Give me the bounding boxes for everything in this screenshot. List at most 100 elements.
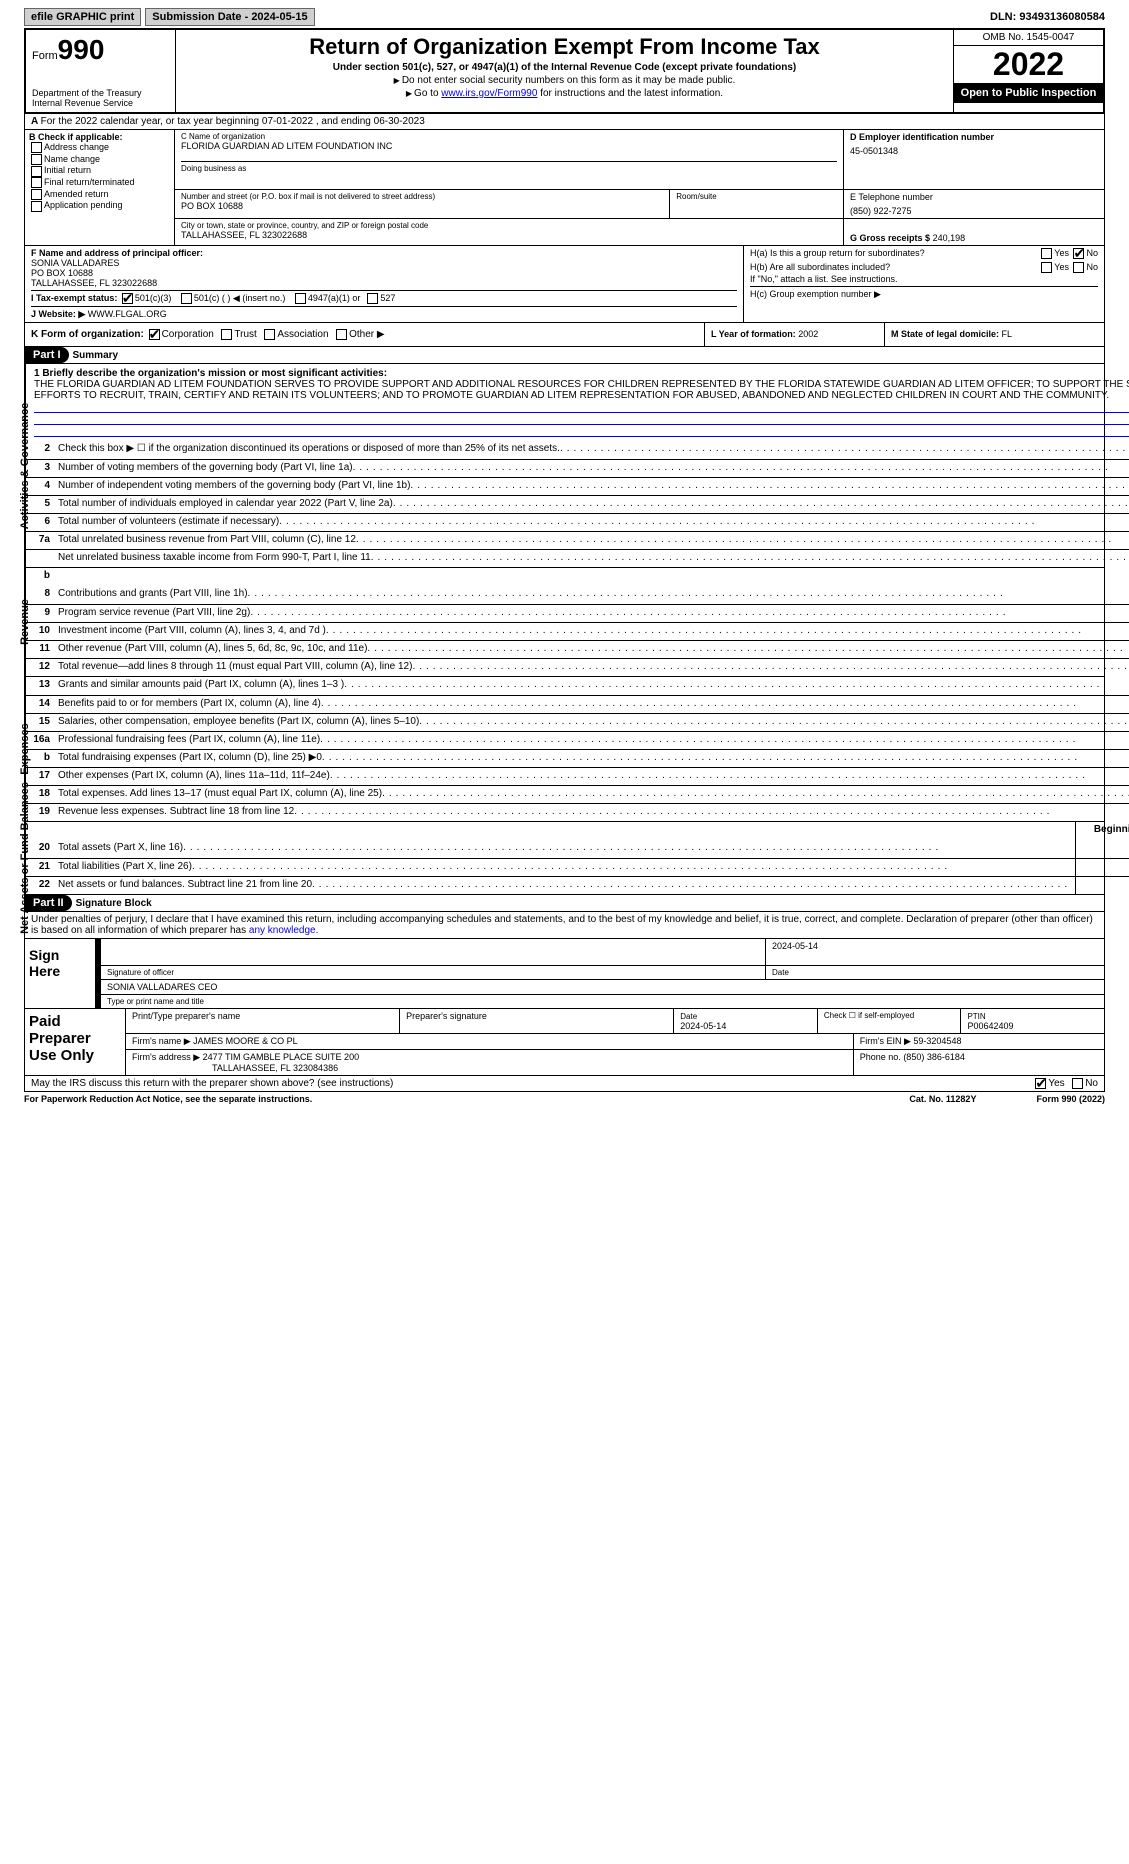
state-domicile: FL — [1002, 329, 1013, 339]
chk-address-change[interactable]: Address change — [29, 142, 170, 154]
table-row: 6Total number of volunteers (estimate if… — [26, 513, 1129, 531]
row-a-tax-year: A For the 2022 calendar year, or tax yea… — [24, 114, 1105, 130]
ssn-warning: Do not enter social security numbers on … — [184, 75, 945, 86]
chk-527[interactable] — [367, 293, 378, 304]
efile-print-button[interactable]: efile GRAPHIC print — [24, 8, 141, 26]
prep-date: 2024-05-14 — [680, 1021, 726, 1031]
sig-date: 2024-05-14 — [772, 941, 818, 951]
year-formation: 2002 — [798, 329, 818, 339]
row-b-num: b — [26, 568, 54, 586]
chk-assoc[interactable] — [264, 329, 275, 340]
ein-label: D Employer identification number — [850, 132, 1098, 142]
gross-receipts-label: G Gross receipts $ — [850, 233, 930, 243]
hb-no[interactable] — [1073, 262, 1084, 273]
org-name: FLORIDA GUARDIAN AD LITEM FOUNDATION INC — [181, 141, 837, 151]
typed-name-label: Type or print name and title — [97, 995, 1104, 1008]
city-label: City or town, state or province, country… — [181, 221, 837, 230]
table-row: 21Total liabilities (Part X, line 26)00 — [26, 858, 1129, 876]
discuss-yes[interactable] — [1035, 1078, 1046, 1089]
ha-yes[interactable] — [1041, 248, 1052, 259]
chk-501c[interactable] — [181, 293, 192, 304]
hb-yes[interactable] — [1041, 262, 1052, 273]
hc-row: H(c) Group exemption number ▶ — [750, 286, 1098, 300]
paid-preparer-block: Paid Preparer Use Only Print/Type prepar… — [24, 1009, 1105, 1076]
table-row: 19Revenue less expenses. Subtract line 1… — [26, 803, 1129, 821]
officer-label: F Name and address of principal officer: — [31, 248, 737, 258]
vert-gov: Activities & Governance — [19, 402, 31, 529]
table-row: bTotal fundraising expenses (Part IX, co… — [26, 749, 1129, 767]
sign-here-label: Sign Here — [25, 939, 95, 1008]
officer-addr1: PO BOX 10688 — [31, 268, 737, 278]
chk-final-return[interactable]: Final return/terminated — [29, 177, 170, 189]
discuss-no[interactable] — [1072, 1078, 1083, 1089]
dept-treasury: Department of the Treasury Internal Reve… — [32, 88, 169, 108]
chk-4947a1[interactable] — [295, 293, 306, 304]
dba-value — [181, 173, 837, 187]
chk-application-pending[interactable]: Application pending — [29, 200, 170, 212]
vert-exp: Expenses — [19, 724, 31, 775]
table-row: 5Total number of individuals employed in… — [26, 495, 1129, 513]
room-label: Room/suite — [676, 192, 837, 201]
street-label: Number and street (or P.O. box if mail i… — [181, 192, 663, 201]
form-footer: For Paperwork Reduction Act Notice, see … — [24, 1092, 1105, 1106]
chk-amended-return[interactable]: Amended return — [29, 189, 170, 201]
chk-other[interactable] — [336, 329, 347, 340]
prep-name-label: Print/Type preparer's name — [126, 1009, 400, 1033]
firm-addr1: 2477 TIM GAMBLE PLACE SUITE 200 — [203, 1052, 359, 1062]
col-begin-year: Beginning of Current Year — [1075, 822, 1129, 840]
ptin: P00642409 — [967, 1021, 1013, 1031]
form-title: Return of Organization Exempt From Incom… — [184, 34, 945, 60]
table-row: 7aTotal unrelated business revenue from … — [26, 531, 1129, 549]
website-value: WWW.FLGAL.ORG — [88, 309, 167, 319]
chk-trust[interactable] — [221, 329, 232, 340]
chk-501c3[interactable] — [122, 293, 133, 304]
table-row: 18Total expenses. Add lines 13–17 (must … — [26, 785, 1129, 803]
table-row: 17Other expenses (Part IX, column (A), l… — [26, 767, 1129, 785]
chk-name-change[interactable]: Name change — [29, 154, 170, 166]
form-subtitle: Under section 501(c), 527, or 4947(a)(1)… — [184, 62, 945, 73]
vert-rev: Revenue — [19, 599, 31, 645]
table-row: 22Net assets or fund balances. Subtract … — [26, 876, 1129, 894]
vert-net: Net Assets or Fund Balances — [19, 782, 31, 934]
firm-phone: (850) 386-6184 — [903, 1052, 965, 1062]
revenue-section: Revenue b Prior Year Current Year 8Contr… — [24, 568, 1105, 677]
firm-ein: 59-3204548 — [913, 1036, 961, 1046]
website-row: J Website: ▶ WWW.FLGAL.ORG — [31, 306, 737, 320]
any-knowledge-link[interactable]: any knowledge. — [249, 925, 319, 936]
top-bar: efile GRAPHIC print Submission Date - 20… — [24, 8, 1105, 26]
section-bcdeg: B Check if applicable: Address change Na… — [24, 130, 1105, 246]
table-row: 2Check this box ▶ ☐ if the organization … — [26, 441, 1129, 459]
sign-here-block: Sign Here 2024-05-14 Signature of office… — [24, 939, 1105, 1009]
ein-value: 45-0501348 — [850, 146, 1098, 156]
prep-sig-label: Preparer's signature — [400, 1009, 674, 1033]
table-row: 13Grants and similar amounts paid (Part … — [26, 677, 1129, 695]
firm-name: JAMES MOORE & CO PL — [193, 1036, 298, 1046]
hb-note: If "No," attach a list. See instructions… — [750, 274, 1098, 284]
signature-declaration: Under penalties of perjury, I declare th… — [24, 912, 1105, 939]
self-employed-chk[interactable]: Check ☐ if self-employed — [818, 1009, 962, 1033]
row-klm: K Form of organization: Corporation Trus… — [24, 323, 1105, 347]
goto-link-line: Go to www.irs.gov/Form990 for instructio… — [184, 88, 945, 99]
officer-typed-name: SONIA VALLADARES CEO — [97, 980, 1104, 994]
section-fhij: F Name and address of principal officer:… — [24, 246, 1105, 323]
chk-corp[interactable] — [149, 329, 160, 340]
org-name-label: C Name of organization — [181, 132, 837, 141]
table-row: 8Contributions and grants (Part VIII, li… — [26, 586, 1129, 604]
table-row: 9Program service revenue (Part VIII, lin… — [26, 604, 1129, 622]
chk-initial-return[interactable]: Initial return — [29, 165, 170, 177]
table-row: 4Number of independent voting members of… — [26, 477, 1129, 495]
phone-label: E Telephone number — [850, 192, 1098, 202]
omb-number: OMB No. 1545-0047 — [954, 30, 1103, 46]
table-row: Net unrelated business taxable income fr… — [26, 549, 1129, 567]
irs-link[interactable]: www.irs.gov/Form990 — [441, 88, 537, 99]
phone-value: (850) 922-7275 — [850, 206, 1098, 216]
part-ii-header: Part II Signature Block — [24, 895, 1105, 912]
paid-preparer-label: Paid Preparer Use Only — [25, 1009, 125, 1075]
form-header: Form990 Department of the Treasury Inter… — [24, 28, 1105, 114]
table-row: 20Total assets (Part X, line 16)575,5685… — [26, 840, 1129, 858]
ha-no[interactable] — [1073, 248, 1084, 259]
table-row: 3Number of voting members of the governi… — [26, 459, 1129, 477]
discuss-row: May the IRS discuss this return with the… — [24, 1076, 1105, 1092]
tax-exempt-row: I Tax-exempt status: 501(c)(3) 501(c) ( … — [31, 290, 737, 304]
mission-label: 1 Briefly describe the organization's mi… — [34, 368, 1129, 379]
